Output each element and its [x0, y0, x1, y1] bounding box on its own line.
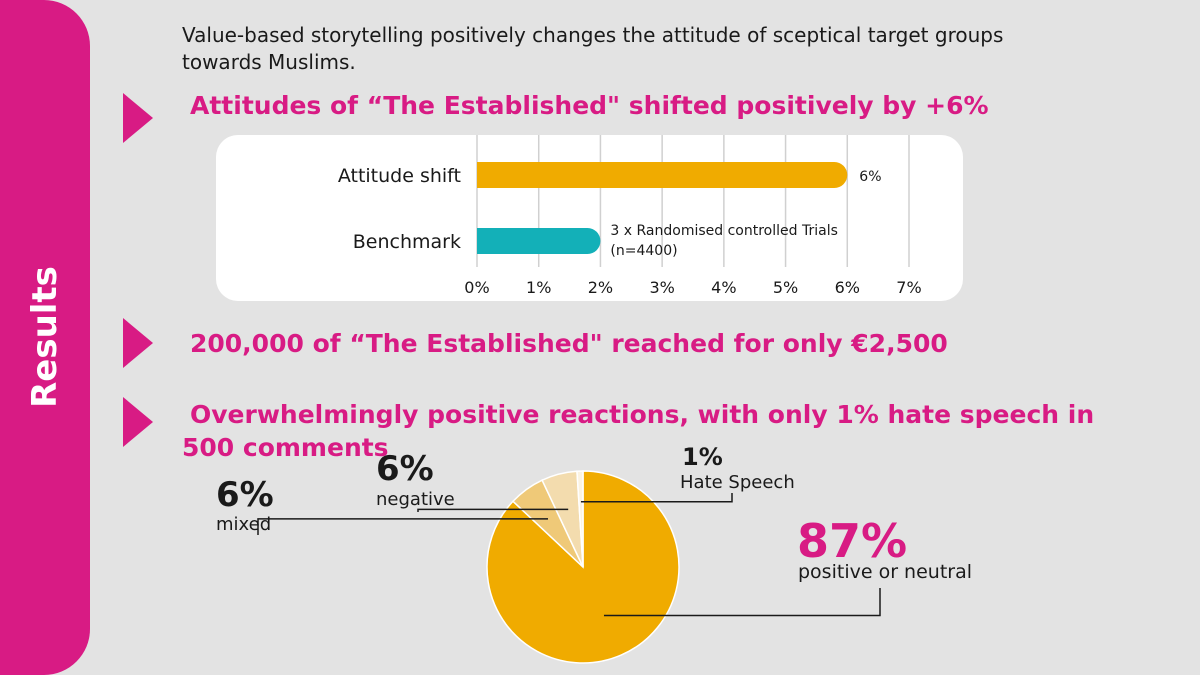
x-tick-label: 5% — [773, 278, 798, 297]
bar — [477, 162, 848, 188]
slice-value-mixed: 6% — [216, 475, 274, 515]
slice-label-hate: Hate Speech — [680, 472, 795, 493]
pie-slice — [576, 470, 584, 568]
sidebar-label: Results — [25, 266, 65, 408]
arrow-icon-3 — [123, 397, 153, 447]
arrow-icon-2 — [123, 318, 153, 368]
category-label: Attitude shift — [338, 165, 461, 187]
slice-label-negative: negative — [376, 489, 455, 510]
bar — [477, 228, 601, 254]
slice-value-positive: 87% — [797, 514, 907, 568]
category-label: Benchmark — [353, 231, 461, 253]
x-tick-label: 7% — [896, 278, 921, 297]
callout-line — [603, 588, 881, 617]
x-tick-label: 4% — [711, 278, 736, 297]
pie-slice — [486, 470, 680, 664]
bar-chart-panel: 0% 1% 2% 3% 4% 5% 6% 7% Attitude shift Benchmark 6… — [216, 135, 963, 301]
x-tick-label: 6% — [835, 278, 860, 297]
callout-line — [417, 508, 569, 512]
x-tick-label: 1% — [526, 278, 551, 297]
data-label: 6% — [859, 169, 881, 185]
x-tick-label: 0% — [464, 278, 489, 297]
headline-reactions: Overwhelmingly positive reactions, with … — [182, 400, 1095, 462]
arrow-icon-1 — [123, 93, 153, 143]
x-tick-label: 2% — [588, 278, 613, 297]
intro-text: Value-based storytelling positively chan… — [182, 23, 1004, 74]
data-label: 3 x Randomised controlled Trials (n=4400) — [610, 223, 837, 259]
x-tick-label: 3% — [649, 278, 674, 297]
bar-chart: 0% 1% 2% 3% 4% 5% 6% 7% Attitude shift Benchmark 6… — [338, 135, 922, 297]
slice-label-mixed: mixed — [216, 514, 271, 535]
pie-slice — [511, 479, 584, 568]
pie-slice — [541, 470, 584, 568]
sidebar: Results — [0, 0, 90, 675]
headline-reach: 200,000 of “The Established" reached for… — [190, 329, 948, 358]
headline-attitudes: Attitudes of “The Established" shifted p… — [190, 91, 989, 120]
callout-line — [580, 493, 733, 503]
callout-line — [257, 518, 549, 535]
slice-label-positive: positive or neutral — [798, 561, 972, 583]
